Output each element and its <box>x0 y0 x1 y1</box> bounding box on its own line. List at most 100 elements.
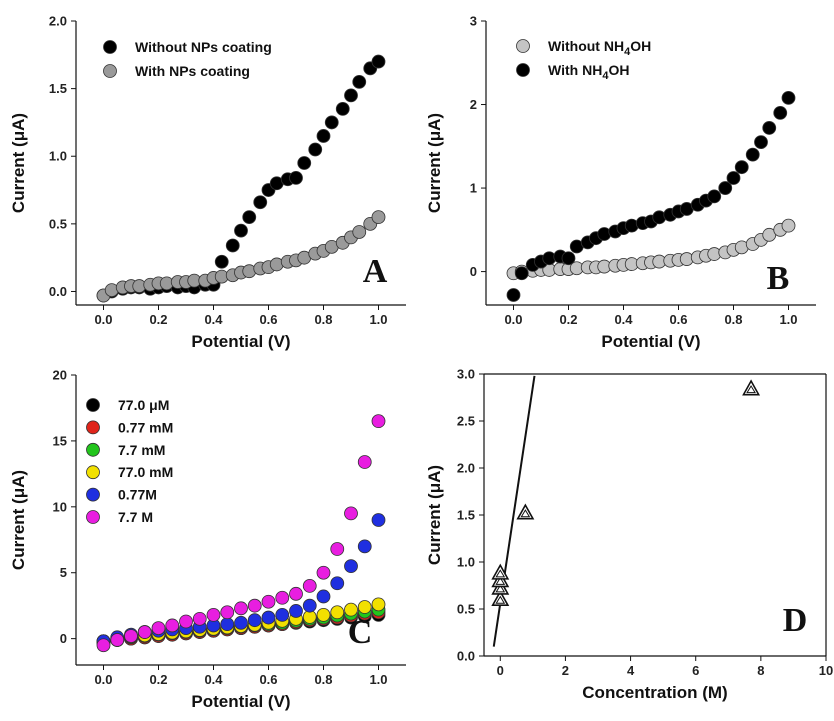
data-point-triangle-inner <box>495 584 506 593</box>
data-point-6 <box>151 621 166 635</box>
x-tick-label: 0.8 <box>314 312 332 327</box>
x-tick-label: 6 <box>692 663 699 678</box>
data-point-2 <box>762 121 777 135</box>
legend-label: Without NH4OH <box>548 38 651 58</box>
x-tick-label: 0.2 <box>149 672 167 687</box>
y-tick-label: 1.0 <box>49 149 67 164</box>
data-point-triangle-inner <box>495 576 506 585</box>
x-axis-title: Potential (V) <box>191 332 290 351</box>
data-point-2 <box>726 171 741 185</box>
data-point-2 <box>371 210 386 224</box>
data-point-1 <box>234 223 248 238</box>
data-point-6 <box>220 605 235 620</box>
data-point-triangle <box>742 379 761 396</box>
data-point-4 <box>344 602 358 617</box>
legend-label: 7.7 M <box>118 509 153 525</box>
data-point-5 <box>247 613 262 628</box>
data-point-6 <box>344 506 358 521</box>
x-tick-label: 0.6 <box>259 312 277 327</box>
data-point-6 <box>371 414 386 429</box>
data-point-1 <box>371 54 386 69</box>
y-tick-label: 10 <box>53 499 67 514</box>
y-tick-label: 0 <box>470 264 477 279</box>
data-point-triangle <box>516 503 535 520</box>
data-point-4 <box>316 608 331 622</box>
legend-marker <box>103 64 117 78</box>
x-tick-label: 0.8 <box>724 312 742 327</box>
chart-d-svg: 0 2 4 6 8 10 0.0 0.5 1.0 1.5 2.0 2.5 3.0 Concentratio… <box>425 367 833 703</box>
chart-panel-d: 0 2 4 6 8 10 0.0 0.5 1.0 1.5 2.0 2.5 3.0 Concentratio… <box>420 362 834 721</box>
legend-marker <box>86 510 100 524</box>
y-tick-label: 0.5 <box>49 216 67 231</box>
y-tick-label: 0.0 <box>49 284 67 299</box>
data-point-6 <box>275 590 290 605</box>
y-tick-label: 1.5 <box>49 81 67 96</box>
x-tick-label: 0.6 <box>259 672 277 687</box>
data-point-6 <box>316 565 331 580</box>
legend-marker <box>103 40 117 54</box>
legend-marker <box>86 398 100 412</box>
data-point-1 <box>324 115 339 130</box>
data-point-2 <box>781 90 796 105</box>
data-point-2 <box>745 147 760 162</box>
data-point-triangle-inner <box>495 595 506 604</box>
y-tick-label: 0.0 <box>457 649 475 664</box>
legend-label: 7.7 mM <box>118 442 165 458</box>
data-point-1 <box>289 170 303 185</box>
x-tick-label: 1.0 <box>369 312 387 327</box>
x-tick-label: 0.0 <box>94 672 112 687</box>
data-point-5 <box>357 539 372 554</box>
chart-panel-b: 0.0 0.2 0.4 0.6 0.8 1.0 0 1 2 3 Potential (V) Curre… <box>420 0 834 367</box>
data-point-6 <box>179 614 193 629</box>
data-point-2 <box>718 181 733 195</box>
data-point-triangle-inner <box>520 509 531 518</box>
legend-label: With NPs coating <box>135 63 250 79</box>
data-point-6 <box>234 601 248 616</box>
y-tick-label: 2.0 <box>457 461 475 476</box>
y-tick-label: 3.0 <box>457 367 475 382</box>
x-tick-label: 0.2 <box>559 312 577 327</box>
data-point-6 <box>357 455 372 469</box>
y-tick-label: 15 <box>53 433 67 448</box>
data-point-6 <box>289 586 303 601</box>
data-point-5 <box>371 513 386 527</box>
legend-marker <box>86 465 100 480</box>
data-point-5 <box>220 617 235 632</box>
x-axis-title: Concentration (M) <box>582 683 727 702</box>
data-point-6 <box>247 598 262 613</box>
chart-panel-c: 0.0 0.2 0.4 0.6 0.8 1.0 0 5 10 15 20 Potential (V) C… <box>0 362 420 721</box>
data-point-2 <box>734 160 749 175</box>
legend-label: 77.0 mM <box>118 464 173 480</box>
data-point-2 <box>506 288 521 302</box>
data-point-1 <box>335 102 350 116</box>
panel-label: C <box>348 614 373 651</box>
chart-b-svg: 0.0 0.2 0.4 0.6 0.8 1.0 0 1 2 3 Potential (V) Curre… <box>425 14 816 351</box>
data-point-5 <box>275 608 290 622</box>
x-tick-label: 10 <box>819 663 833 678</box>
data-point-triangle-inner <box>746 385 756 394</box>
data-point-2 <box>514 266 529 281</box>
data-point-6 <box>206 608 221 622</box>
legend-label: 77.0 μM <box>118 397 169 413</box>
x-tick-label: 1.0 <box>369 672 387 687</box>
legend-marker <box>86 442 100 457</box>
data-point-6 <box>165 618 180 633</box>
chart-panel-a: 0.0 0.2 0.4 0.6 0.8 1.0 0.0 0.5 1.0 1.5 2.0 Potenti… <box>0 0 420 367</box>
data-point-6 <box>110 633 125 647</box>
data-point-5 <box>344 559 358 574</box>
x-tick-label: 0.4 <box>204 672 223 687</box>
data-point-1 <box>316 129 331 143</box>
data-point-4 <box>357 600 372 614</box>
data-point-5 <box>234 615 248 630</box>
data-point-1 <box>344 88 358 103</box>
data-point-1 <box>352 74 367 89</box>
legend-label: Without NPs coating <box>135 39 272 55</box>
x-tick-label: 8 <box>757 663 764 678</box>
legend-marker <box>516 39 530 53</box>
data-point-6 <box>96 638 111 653</box>
data-point-5 <box>261 610 276 625</box>
data-point-2 <box>707 189 722 204</box>
x-tick-label: 0 <box>497 663 504 678</box>
chart-a-svg: 0.0 0.2 0.4 0.6 0.8 1.0 0.0 0.5 1.0 1.5 2.0 Potenti… <box>9 14 406 351</box>
data-point-1 <box>253 195 268 210</box>
